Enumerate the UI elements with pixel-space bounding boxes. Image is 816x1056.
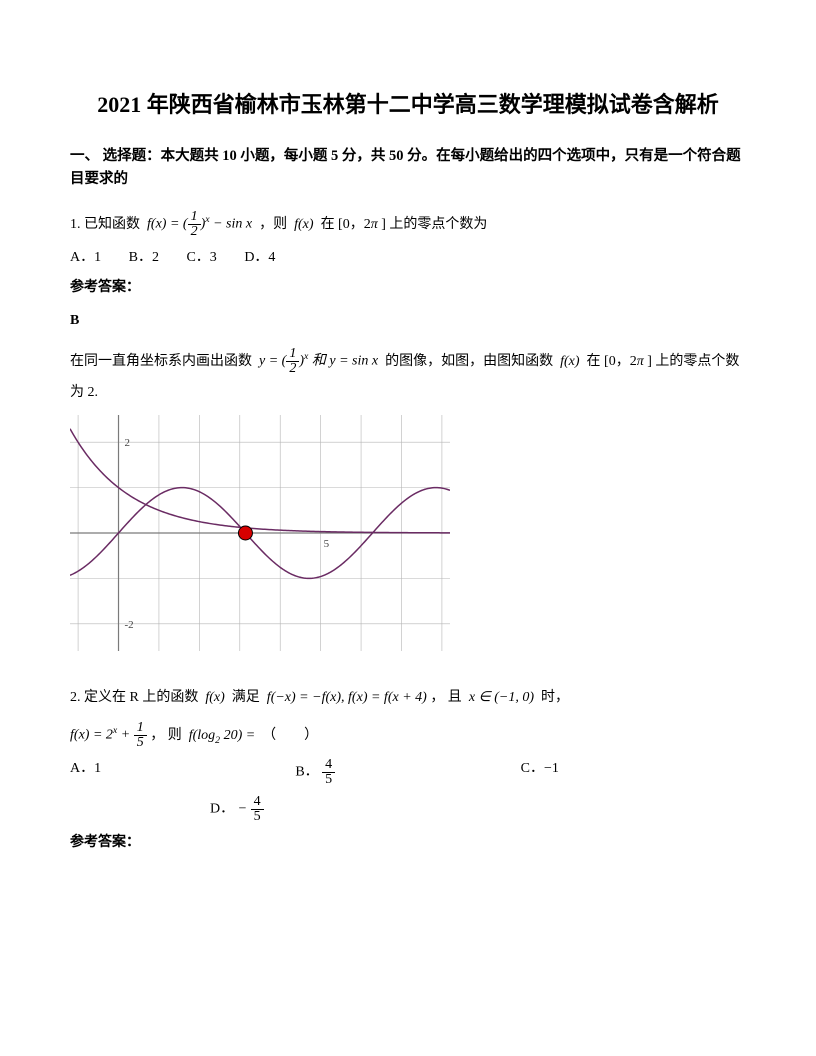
q1-explain-mid: 的图像，如图，由图知函数 <box>385 354 553 369</box>
q2-opt-b: B． 45 <box>295 758 520 787</box>
q1-answer-label: 参考答案： <box>70 277 746 299</box>
q1-pre: 1. 已知函数 <box>70 217 140 232</box>
q2-range: x ∈ (−1, 0) <box>465 690 537 705</box>
page-title: 2021 年陕西省榆林市玉林第十二中学高三数学理模拟试卷含解析 <box>70 90 746 121</box>
svg-text:-2: -2 <box>125 618 134 630</box>
q2-line2-post: （ ） <box>262 728 318 743</box>
q1-mid: ，则 <box>259 217 287 232</box>
q2-target: f(log2 20) = <box>185 728 258 743</box>
q1-chart: 5 2 -2 <box>70 415 746 659</box>
question-2: 2. 定义在 R 上的函数 f(x) 满足 f(−x) = −f(x), f(x… <box>70 683 746 714</box>
q2-opt-d-pre: D． <box>210 801 234 816</box>
svg-text:2: 2 <box>125 437 131 449</box>
q2-opt-d-neg: − <box>238 801 247 816</box>
q2-mid1: 满足 <box>232 690 260 705</box>
q1-explain-formula: y = (12)x 和 y = sin x <box>256 346 382 377</box>
q1-opt-b: B．2 <box>129 250 159 265</box>
q1-opt-d: D．4 <box>244 250 275 265</box>
question-2-line2: f(x) = 2x + 15 ， 则 f(log2 20) = （ ） <box>70 720 746 752</box>
q1-explain-fx: f(x) <box>557 354 583 369</box>
q1-post: 在 [0，2π ] 上的零点个数为 <box>321 217 488 232</box>
q2-fx: f(x) <box>202 690 228 705</box>
q1-explanation: 在同一直角坐标系内画出函数 y = (12)x 和 y = sin x 的图像，… <box>70 346 746 409</box>
question-1: 1. 已知函数 f(x) = (12)x − sin x ，则 f(x) 在 [… <box>70 209 746 241</box>
q2-mid2: ， 且 <box>430 690 462 705</box>
q1-formula-fx-def: f(x) = (12)x − sin x <box>144 209 256 240</box>
q1-answer: B <box>70 310 746 332</box>
q1-opt-a: A．1 <box>70 250 101 265</box>
q2-mid3: 时， <box>541 690 569 705</box>
q1-opt-c: C．3 <box>186 250 216 265</box>
q2-cond: f(−x) = −f(x), f(x) = f(x + 4) <box>263 690 427 705</box>
q2-def: f(x) = 2x + 15 <box>70 720 147 751</box>
svg-text:5: 5 <box>324 538 330 550</box>
q2-opt-a: A．1 <box>70 758 295 787</box>
q2-answer-label: 参考答案： <box>70 832 746 854</box>
q1-fx: f(x) <box>291 217 317 232</box>
q2-opt-c: C．−1 <box>521 758 746 787</box>
q1-options: A．1 B．2 C．3 D．4 <box>70 247 746 269</box>
q2-opt-b-frac: 45 <box>322 758 335 787</box>
section-heading: 一、 选择题：本大题共 10 小题，每小题 5 分，共 50 分。在每小题给出的… <box>70 145 746 191</box>
q2-pre: 2. 定义在 R 上的函数 <box>70 690 198 705</box>
q2-line2-mid: ， 则 <box>150 728 182 743</box>
q2-opt-b-pre: B． <box>295 764 318 779</box>
q2-options-row1: A．1 B． 45 C．−1 <box>70 758 746 787</box>
q2-opt-d-frac: 45 <box>251 795 264 824</box>
chart-svg: 5 2 -2 <box>70 415 450 651</box>
q1-explain-pre: 在同一直角坐标系内画出函数 <box>70 354 252 369</box>
q2-options-row2: D． − 45 <box>70 795 746 824</box>
